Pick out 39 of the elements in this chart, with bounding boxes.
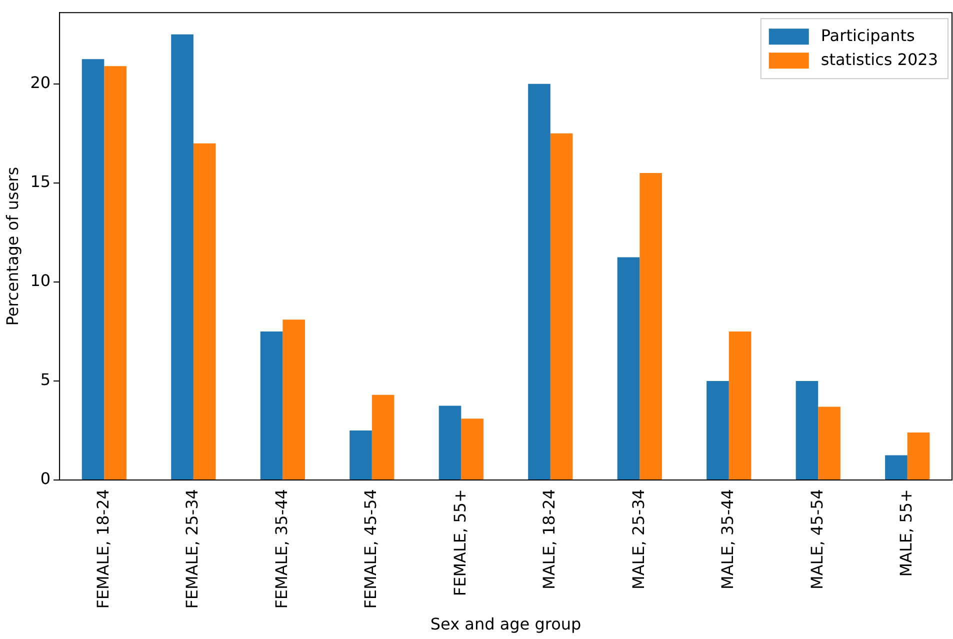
bar (438, 406, 462, 480)
bar (104, 66, 126, 480)
legend-label: Participants (820, 26, 915, 45)
bar (350, 430, 372, 480)
bar (640, 173, 662, 480)
x-tick-label: MALE, 18-24 (540, 489, 559, 590)
x-tick-label: FEMALE, 18-24 (93, 489, 112, 609)
y-tick-label: 5 (40, 370, 51, 390)
bar (171, 34, 194, 480)
bar (706, 381, 729, 480)
y-tick-label: 20 (30, 73, 51, 92)
bar (193, 143, 216, 480)
x-tick-label: FEMALE, 55+ (450, 489, 470, 596)
bar (82, 59, 104, 480)
bar (260, 331, 283, 480)
y-axis-title: Percentage of users (2, 166, 22, 326)
bar (907, 432, 930, 480)
bar (282, 320, 305, 480)
bar (796, 381, 818, 480)
bar (818, 406, 840, 480)
bar (528, 84, 550, 480)
bar (372, 394, 394, 480)
x-tick-label: MALE, 55+ (896, 489, 916, 577)
x-tick-label: FEMALE, 35-44 (272, 489, 291, 609)
y-tick-label: 15 (30, 172, 51, 192)
x-tick-label: MALE, 35-44 (718, 489, 738, 590)
bar (617, 257, 640, 480)
bar (885, 455, 908, 480)
bar (550, 133, 573, 480)
legend-label: statistics 2023 (820, 50, 938, 69)
bar (728, 331, 752, 480)
y-tick-label: 0 (40, 469, 51, 488)
x-tick-label: FEMALE, 25-34 (182, 489, 202, 609)
x-tick-label: FEMALE, 45-54 (361, 489, 380, 609)
bar (461, 418, 484, 480)
x-axis-title: Sex and age group (430, 614, 582, 634)
x-tick-label: MALE, 45-54 (807, 489, 826, 590)
y-tick-label: 10 (30, 271, 51, 290)
x-tick-label: MALE, 25-34 (628, 489, 648, 590)
